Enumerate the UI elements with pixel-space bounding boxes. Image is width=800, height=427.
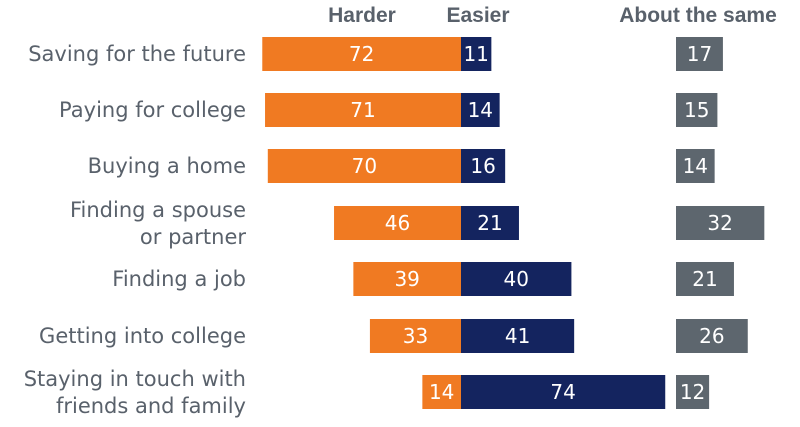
bar-easier [461, 37, 492, 71]
label-harder: 39 [394, 267, 419, 291]
label-easier: 14 [468, 98, 493, 122]
header-harder: Harder [328, 4, 396, 27]
label-harder: 33 [403, 324, 428, 348]
category-label: Staying in touch with friends and family [24, 367, 246, 418]
bar-about-the-same [676, 206, 765, 240]
label-about-the-same: 12 [680, 380, 705, 404]
bar-easier [461, 375, 666, 409]
bar-harder [369, 319, 461, 353]
label-about-the-same: 21 [692, 267, 717, 291]
bar-about-the-same [676, 262, 734, 296]
header-easier: Easier [446, 4, 509, 27]
bar-easier [461, 149, 506, 183]
bar-harder [422, 375, 461, 409]
header-about-the-same: About the same [619, 4, 777, 27]
label-about-the-same: 14 [683, 154, 708, 178]
label-easier: 41 [505, 324, 530, 348]
bar-easier [461, 319, 575, 353]
category-label: Finding a job [112, 267, 246, 291]
label-harder: 71 [350, 98, 375, 122]
category-label: Buying a home [88, 154, 246, 178]
label-about-the-same: 26 [699, 324, 724, 348]
category-label: Getting into college [39, 324, 246, 348]
bar-harder [262, 37, 461, 71]
label-harder: 14 [429, 380, 454, 404]
label-about-the-same: 17 [687, 42, 712, 66]
label-about-the-same: 15 [684, 98, 709, 122]
bar-about-the-same [676, 319, 748, 353]
bar-about-the-same [676, 149, 715, 183]
label-easier: 74 [550, 380, 575, 404]
bar-easier [461, 93, 500, 127]
bar-easier [461, 262, 572, 296]
bar-about-the-same [676, 93, 718, 127]
bar-about-the-same [676, 37, 723, 71]
category-label: Saving for the future [28, 42, 246, 66]
label-easier: 21 [477, 211, 502, 235]
label-harder: 72 [349, 42, 374, 66]
label-easier: 40 [503, 267, 528, 291]
bar-easier [461, 206, 519, 240]
bar-harder [353, 262, 461, 296]
bar-harder [265, 93, 461, 127]
bar-harder [334, 206, 461, 240]
label-easier: 16 [470, 154, 495, 178]
label-easier: 11 [463, 42, 488, 66]
label-harder: 46 [385, 211, 410, 235]
bar-harder [267, 149, 461, 183]
bar-about-the-same [676, 375, 710, 409]
label-about-the-same: 32 [707, 211, 732, 235]
category-label: Paying for college [59, 98, 246, 122]
category-label: Finding a spouse or partner [70, 198, 246, 249]
label-harder: 70 [352, 154, 377, 178]
